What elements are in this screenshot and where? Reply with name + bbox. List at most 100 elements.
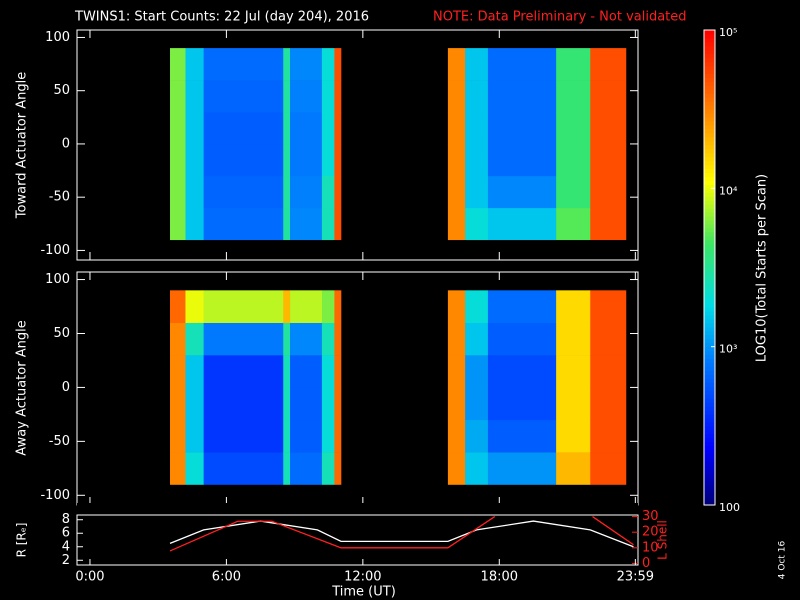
colorbar-step bbox=[704, 259, 715, 265]
heatmap-cell bbox=[334, 355, 342, 388]
heatmap-cell bbox=[590, 111, 627, 145]
heatmap-cell bbox=[185, 111, 204, 145]
y2-tick-label: 30 bbox=[642, 509, 659, 524]
heatmap-cell bbox=[290, 387, 323, 421]
heatmap-cell bbox=[556, 48, 591, 81]
heatmap-cell bbox=[283, 419, 291, 453]
heatmap-cell bbox=[334, 322, 342, 356]
heatmap-cell bbox=[447, 175, 466, 209]
colorbar-step bbox=[704, 121, 715, 126]
colorbar-step bbox=[704, 433, 715, 439]
heatmap-cell bbox=[203, 207, 284, 241]
y-tick-label: 50 bbox=[53, 326, 70, 341]
heatmap-cell bbox=[283, 452, 291, 485]
colorbar-step bbox=[704, 132, 715, 138]
colorbar-step bbox=[704, 453, 715, 458]
heatmap-cell bbox=[465, 387, 489, 421]
heatmap-cell bbox=[590, 80, 627, 113]
colorbar-step bbox=[704, 231, 715, 237]
x-tick-label: 6:00 bbox=[212, 570, 241, 585]
y-tick-label: -50 bbox=[49, 434, 70, 449]
heatmap-cell bbox=[321, 111, 335, 145]
colorbar-step bbox=[704, 493, 715, 498]
heatmap-cell bbox=[170, 419, 186, 453]
colorbar-step bbox=[704, 255, 715, 261]
colorbar-tick-label: 10³ bbox=[719, 343, 737, 356]
colorbar-step bbox=[704, 390, 715, 395]
colorbar-step bbox=[704, 188, 715, 193]
colorbar-label: LOG10(Total Starts per Scan) bbox=[755, 174, 770, 362]
colorbar-step bbox=[704, 410, 715, 415]
heatmap-cell bbox=[334, 290, 342, 323]
heatmap-cell bbox=[321, 175, 335, 209]
heatmap-cell bbox=[185, 322, 204, 356]
colorbar-step bbox=[704, 322, 715, 328]
y-axis-label: R [Rₑ] bbox=[15, 523, 29, 558]
heatmap-cell bbox=[590, 48, 627, 81]
colorbar-step bbox=[704, 421, 715, 427]
heatmap-cell bbox=[283, 207, 291, 241]
heatmap-cell bbox=[590, 419, 627, 453]
heatmap-cell bbox=[334, 207, 342, 241]
heatmap-cell bbox=[590, 207, 627, 241]
colorbar-step bbox=[704, 152, 715, 158]
colorbar-step bbox=[704, 37, 715, 43]
heatmap-cell bbox=[334, 387, 342, 421]
colorbar-step bbox=[704, 239, 715, 245]
colorbar-step bbox=[704, 402, 715, 407]
colorbar-frame bbox=[703, 29, 716, 506]
colorbar-step bbox=[704, 223, 715, 229]
orbit-line bbox=[592, 516, 634, 546]
heatmap-cell bbox=[465, 419, 489, 453]
heatmap-cell bbox=[556, 207, 591, 241]
colorbar-step bbox=[704, 417, 715, 423]
heatmap-cell bbox=[170, 452, 186, 485]
heatmap-cell bbox=[185, 80, 204, 113]
heatmap-cell bbox=[203, 175, 284, 209]
heatmap-cell bbox=[487, 322, 557, 356]
colorbar-step bbox=[704, 295, 715, 300]
heatmap-cell bbox=[283, 80, 291, 113]
colorbar-step bbox=[704, 374, 715, 379]
colorbar-step bbox=[704, 65, 715, 71]
heatmap-cell bbox=[203, 111, 284, 145]
chart-title: TWINS1: Start Counts: 22 Jul (day 204), … bbox=[74, 10, 369, 25]
y-tick-label: 100 bbox=[45, 272, 70, 287]
colorbar-step bbox=[704, 489, 715, 494]
heatmap-cell bbox=[487, 48, 557, 81]
heatmap-cell bbox=[185, 175, 204, 209]
heatmap-cell bbox=[447, 419, 466, 453]
x-tick-label: 18:00 bbox=[481, 570, 518, 585]
heatmap-cell bbox=[590, 387, 627, 421]
y-axis-label: Away Actuator Angle bbox=[15, 320, 30, 455]
heatmap-cell bbox=[556, 175, 591, 209]
heatmap-cell bbox=[334, 48, 342, 81]
heatmap-cell bbox=[185, 290, 204, 323]
heatmap-cell bbox=[185, 355, 204, 388]
heatmap-cell bbox=[290, 111, 323, 145]
heatmap-cell bbox=[170, 175, 186, 209]
panel-frame bbox=[76, 29, 639, 261]
colorbar-step bbox=[704, 346, 715, 352]
heatmap-cell bbox=[290, 48, 323, 81]
heatmap-cell bbox=[465, 290, 489, 323]
orbit-line bbox=[169, 516, 496, 552]
colorbar-step bbox=[704, 318, 715, 324]
heatmap-cell bbox=[170, 207, 186, 241]
colorbar-step bbox=[704, 413, 715, 419]
y-tick-label: 8 bbox=[62, 512, 70, 527]
heatmap-cell bbox=[447, 387, 466, 421]
colorbar-step bbox=[704, 113, 715, 118]
heatmap-cell bbox=[556, 452, 591, 485]
heatmap-cell bbox=[170, 111, 186, 145]
colorbar-step bbox=[704, 77, 715, 82]
y-tick-label: 100 bbox=[45, 30, 70, 45]
note: NOTE: Data Preliminary - Not validated bbox=[433, 10, 687, 25]
heatmap-cell bbox=[185, 143, 204, 177]
heatmap-cell bbox=[290, 80, 323, 113]
heatmap-cell bbox=[334, 111, 342, 145]
heatmap-cell bbox=[170, 290, 186, 323]
heatmap-cell bbox=[556, 290, 591, 323]
colorbar-step bbox=[704, 81, 715, 86]
